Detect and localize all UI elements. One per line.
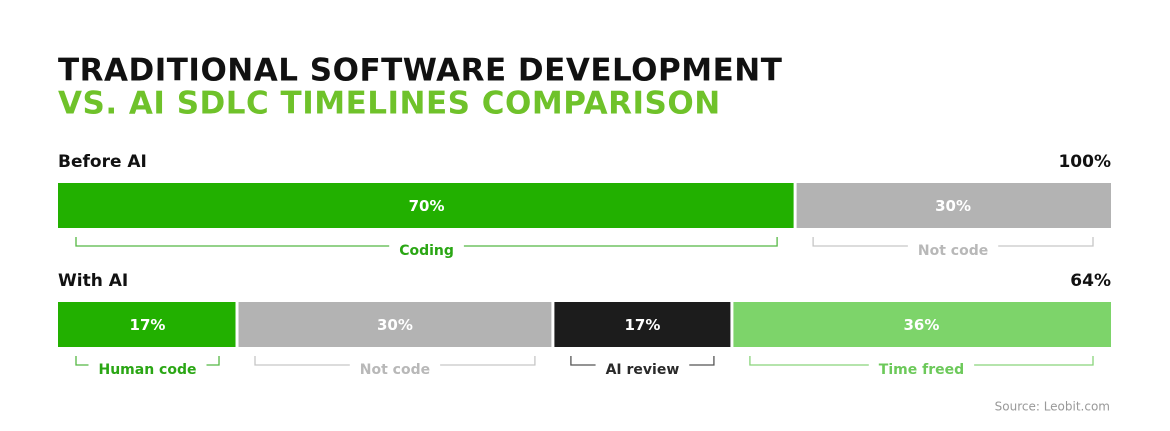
- segment-name: Not code: [360, 362, 430, 378]
- segment-name: Coding: [399, 243, 454, 259]
- bar-segment: [58, 183, 794, 228]
- bar-segment: [733, 302, 1111, 347]
- value-label: 17%: [130, 316, 166, 334]
- bar-segment: [58, 302, 236, 347]
- bracket: [75, 356, 220, 366]
- segment-name: Human code: [99, 362, 197, 378]
- bracket: [254, 356, 536, 366]
- segment-name: Not code: [918, 243, 988, 259]
- bracket: [75, 237, 778, 247]
- row-total: 100%: [1058, 152, 1111, 172]
- bracket: [749, 356, 1094, 366]
- row-label: Before AI: [58, 152, 147, 172]
- bracket: [812, 237, 1094, 247]
- value-label: 70%: [409, 197, 445, 215]
- value-label: 17%: [624, 316, 660, 334]
- bar-segment: [554, 302, 731, 347]
- chart-title: TRADITIONAL SOFTWARE DEVELOPMENT: [58, 53, 782, 89]
- value-label: 30%: [935, 197, 971, 215]
- row-label: With AI: [58, 271, 128, 291]
- bar-segment: [796, 183, 1111, 228]
- segment-name: Time freed: [879, 362, 964, 378]
- bracket: [570, 356, 715, 366]
- value-label: 30%: [377, 316, 413, 334]
- source: Source: Leobit.com: [995, 400, 1110, 414]
- bar-segment: [238, 302, 552, 347]
- segment-name: AI review: [606, 362, 680, 378]
- value-label: 36%: [904, 316, 940, 334]
- chart-subtitle: VS. AI SDLC TIMELINES COMPARISON: [58, 86, 721, 122]
- row-total: 64%: [1070, 271, 1111, 291]
